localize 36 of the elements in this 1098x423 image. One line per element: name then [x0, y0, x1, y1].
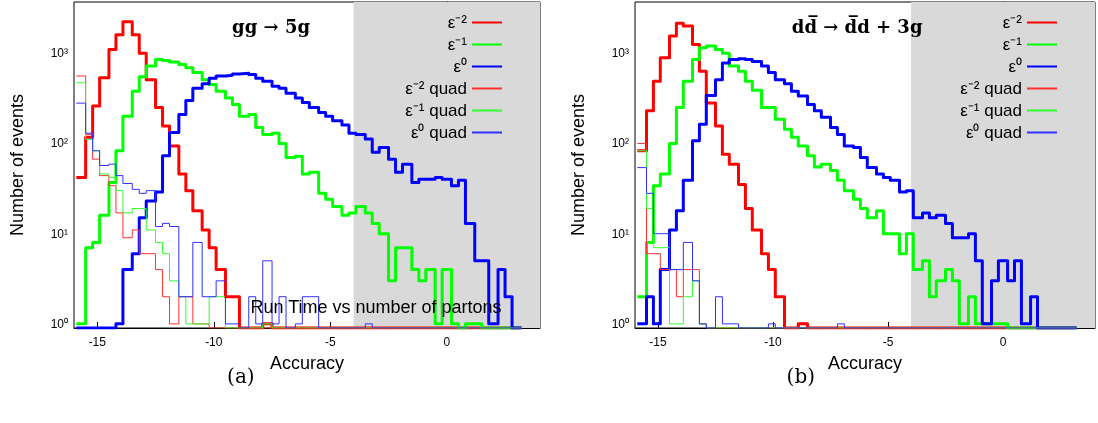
y-axis-title: Number of events — [568, 93, 588, 237]
legend-label: ε⁰ quad — [410, 123, 467, 142]
legend-label: ε⁻² quad — [960, 79, 1022, 98]
y-tick-label: 10³ — [50, 46, 68, 61]
x-axis-title: Accuracy — [269, 353, 345, 373]
legend-label: ε⁻¹ — [1002, 35, 1023, 54]
legend-label: ε⁻² quad — [405, 79, 467, 98]
y-tick-label: 10¹ — [50, 226, 68, 241]
y-tick-label: 10⁰ — [50, 316, 68, 331]
legend-label: ε⁻² — [447, 13, 468, 32]
y-axis-title: Number of events — [7, 93, 27, 237]
x-tick-label: -5 — [882, 335, 894, 349]
y-tick-label: 10² — [611, 136, 629, 151]
text: (a) — [227, 364, 255, 388]
x-axis-title: Accuracy — [827, 353, 903, 373]
x-tick-label: -15 — [88, 335, 107, 349]
legend-label: ε⁻¹ quad — [405, 101, 467, 120]
x-tick-label: 0 — [999, 335, 1007, 349]
legend-label: ε⁻¹ — [447, 35, 468, 54]
x-tick-label: -15 — [649, 335, 667, 349]
x-tick-label: 0 — [443, 335, 451, 349]
y-tick-label: 10¹ — [611, 226, 629, 241]
text: dd̅ → d̅d + 3g — [791, 15, 923, 37]
legend-label: ε⁻² — [1002, 13, 1023, 32]
y-tick-label: 10³ — [611, 46, 629, 61]
legend-label: ε⁰ — [1008, 57, 1022, 76]
y-tick-label: 10² — [50, 136, 68, 151]
x-tick-label: -10 — [764, 335, 782, 349]
text: (b) — [786, 364, 816, 388]
legend-label: ε⁰ quad — [965, 123, 1022, 142]
y-tick-label: 10⁰ — [611, 316, 629, 331]
legend-label: ε⁰ — [453, 57, 467, 76]
x-tick-label: -5 — [324, 335, 336, 349]
legend-label: ε⁻¹ quad — [960, 101, 1022, 120]
x-tick-label: -10 — [205, 335, 223, 349]
text: gg → 5g — [232, 15, 311, 37]
